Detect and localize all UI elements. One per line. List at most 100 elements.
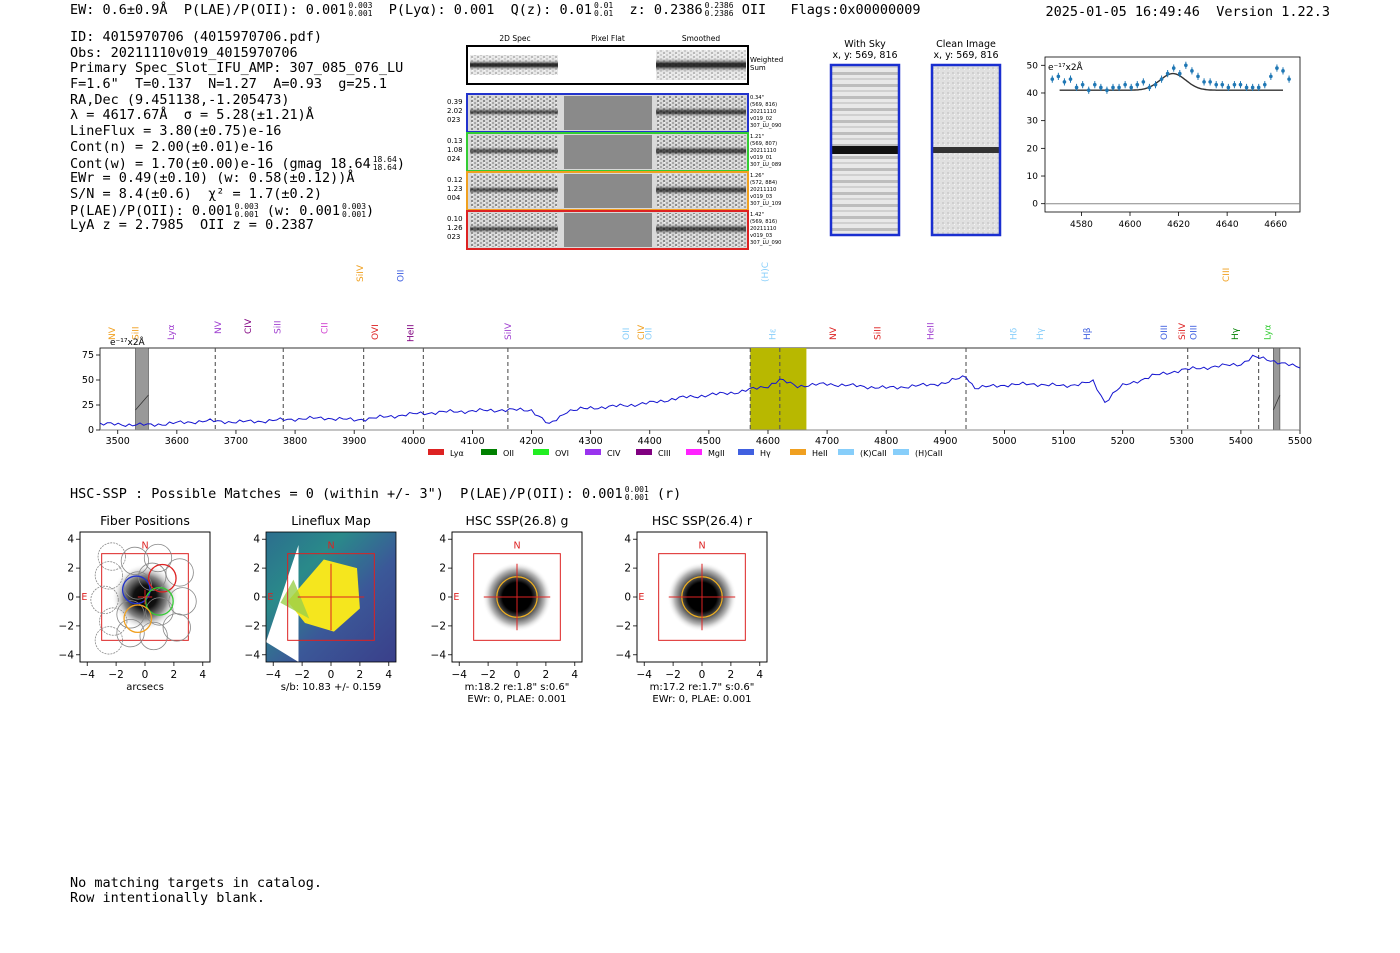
datetime: 2025-01-05 16:49:46 xyxy=(1045,4,1200,20)
zoom-xtick-label: 4600 xyxy=(1119,220,1142,230)
spectrum-plot-area: 0 25 50 75 3500 3600 3700 3800 3900 4000 4100 4200 4… xyxy=(82,347,1312,447)
info-ewr: EWr = 0.49(±0.10) (w: 0.58(±0.12))Å xyxy=(70,170,355,187)
emission-line-label: Lyα xyxy=(167,324,177,340)
spectrum-xtick-label: 3600 xyxy=(165,436,189,447)
with-sky-image xyxy=(829,63,901,237)
emission-line-label: NV xyxy=(108,326,118,340)
zoom-point xyxy=(1123,82,1127,87)
imaging-panel: Fiber Positions N E 4 2 0 −2 −4 −4 −2 0 2 4 arcsecs xyxy=(59,513,211,693)
cutout-meta: 307_LU_090 xyxy=(750,123,781,129)
info-plae-b: (w: 0.001 xyxy=(266,202,340,219)
info-primary: Primary Spec_Slot_IFU_AMP: 307_085_076_L… xyxy=(70,60,404,77)
zoom-point xyxy=(1050,77,1055,81)
zoom-point xyxy=(1184,63,1188,68)
xtick-label: 2 xyxy=(171,669,178,681)
cutout-meta: 1.26" xyxy=(750,173,764,179)
ytick-label: 0 xyxy=(624,592,631,604)
info-lineflux: LineFlux = 3.80(±0.75)e-16 xyxy=(70,123,282,140)
north-label: N xyxy=(513,540,520,551)
spectrum-xtick-label: 4200 xyxy=(519,436,543,447)
spectrum-xtick-label: 4700 xyxy=(815,436,839,447)
cutout-meta: 20211110 xyxy=(750,109,776,115)
ytick-label: −4 xyxy=(245,649,261,661)
cutout-meta: 1.21" xyxy=(750,134,764,140)
zoom-ytick-label: 0 xyxy=(1032,200,1038,210)
spectrum-mask-hatch xyxy=(135,394,149,411)
header-timestamp: 2025-01-05 16:49:46 Version 1.22.3 xyxy=(1046,4,1331,20)
legend-label: Hγ xyxy=(760,449,771,458)
ytick-label: 4 xyxy=(624,534,631,546)
cutout-2dspec-band xyxy=(470,146,558,156)
xtick-label: 4 xyxy=(571,669,578,681)
emission-line-label: OII xyxy=(622,328,632,340)
info-id: ID: 4015970706 (4015970706.pdf) xyxy=(70,29,322,45)
contw-lo: 18.64 xyxy=(372,162,397,172)
zoom-point xyxy=(1250,85,1255,90)
spectrum-highlight-band xyxy=(750,348,807,430)
spectrum-flux-line xyxy=(99,354,1301,427)
legend-label: OII xyxy=(503,449,514,458)
spectrum-legend: Lyα OII OVI CIV CIII MgII Hγ HeII (K)CaII (H)CaII xyxy=(428,449,942,458)
footer-line-1: No matching targets in catalog. xyxy=(70,875,322,891)
spectrum-xtick-label: 4800 xyxy=(874,436,898,447)
cutout-weight: 1.08 xyxy=(447,146,463,154)
xtick-label: −2 xyxy=(108,669,123,681)
xtick-label: 4 xyxy=(385,669,392,681)
fiber-circle-orange xyxy=(123,604,153,634)
panel-caption: s/b: 10.83 +/- 0.159 xyxy=(281,682,381,693)
xtick-label: 0 xyxy=(699,669,706,681)
cutout-weight: 023 xyxy=(447,116,460,124)
spectrum-masked-region xyxy=(135,347,149,431)
xtick-label: −2 xyxy=(665,669,680,681)
fiber-circle xyxy=(116,600,145,629)
ytick-label: 4 xyxy=(439,534,446,546)
ew-value: EW: 0.6±0.9Å xyxy=(70,2,168,18)
cutout-pixelflat xyxy=(564,135,652,169)
spectrum-xtick-label: 5200 xyxy=(1111,436,1135,447)
zoom-plot-frame xyxy=(1044,56,1301,213)
spectrum-xtick-label: 4400 xyxy=(638,436,662,447)
zoom-point xyxy=(1214,82,1219,87)
ytick-label: −2 xyxy=(616,620,631,632)
sky-panels: With Sky x, y: 569, 816 Clean Image x, y… xyxy=(829,39,1002,237)
panel-caption-2: EWr: 0, PLAE: 0.001 xyxy=(467,694,566,705)
ytick-label: −4 xyxy=(59,649,75,661)
east-label: E xyxy=(267,592,273,603)
ytick-label: −2 xyxy=(431,620,446,632)
cutout-meta: 1.42" xyxy=(750,212,764,218)
cutout-weight: 1.23 xyxy=(447,185,463,193)
zoom-axes: 0 10 20 30 40 50 4580 4600 4620 4640 4660 xyxy=(1027,61,1300,230)
cutout-meta: 307_LU_090 xyxy=(750,240,781,246)
cutout-pixelflat xyxy=(564,213,652,247)
north-label: N xyxy=(327,540,334,551)
ytick-label: −2 xyxy=(59,620,74,632)
spectrum-xtick-label: 4300 xyxy=(579,436,603,447)
zoom-marks xyxy=(1050,61,1291,94)
zoom-point xyxy=(1111,85,1115,90)
spectrum-xtick-label: 3500 xyxy=(106,436,130,447)
clean-image xyxy=(930,63,1002,237)
info-contw: Cont(w) = 1.70(±0.00)e-16 (gmag 18.64 xyxy=(70,155,371,172)
plae-b-hi: 0.003 xyxy=(341,201,367,211)
cutout-meta: v019_01 xyxy=(750,155,772,161)
fiber-circle xyxy=(162,613,191,642)
zoom-point xyxy=(1068,77,1073,81)
emission-line-label: (H)CaII xyxy=(761,262,771,282)
cutout-meta: (572, 884) xyxy=(750,180,777,186)
detection-info: ID: 4015970706 (4015970706.pdf) Obs: 202… xyxy=(70,29,405,234)
hsc-summary-band: (r) xyxy=(656,486,682,502)
fiber-circle-green xyxy=(145,586,174,616)
fiber-circle-primary xyxy=(121,575,151,605)
flags-value: Flags:0x00000009 xyxy=(790,2,921,18)
fiber-circle xyxy=(97,542,126,571)
ytick-label: 0 xyxy=(439,592,446,604)
ytick-label: −4 xyxy=(616,649,632,661)
zoom-ytick-label: 30 xyxy=(1027,117,1039,127)
cutout-smoothed-band xyxy=(656,106,746,118)
info-contn: Cont(n) = 2.00(±0.01)e-16 xyxy=(70,138,274,155)
east-label: E xyxy=(453,592,459,603)
cutout-pixelflat xyxy=(564,96,652,130)
cutout-2dspec-band xyxy=(470,107,558,117)
